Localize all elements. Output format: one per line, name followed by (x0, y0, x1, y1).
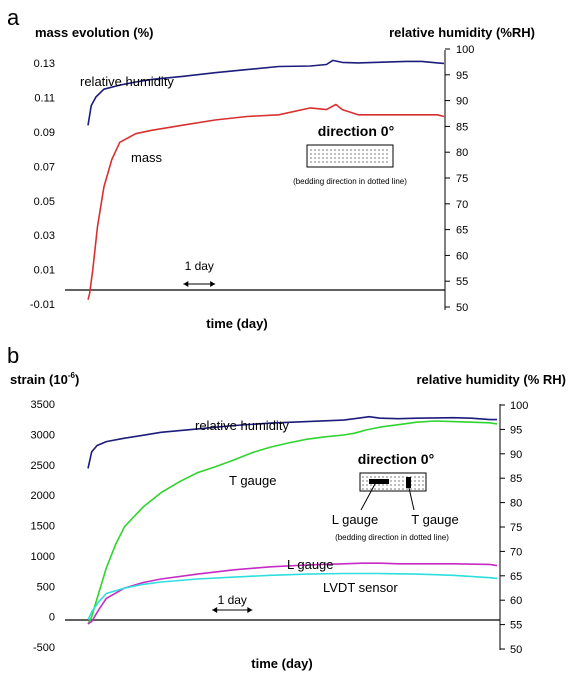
y-tick-label-right-a: 70 (456, 199, 468, 211)
y-tick-label-right-a: 65 (456, 225, 468, 237)
series-label-lvdt-sensor-b: LVDT sensor (323, 580, 398, 595)
scale-bar-arrow-left-b (212, 607, 218, 613)
inset-title-a: direction 0° (318, 123, 394, 139)
y-tick-label-right-b: 75 (510, 522, 522, 534)
x-axis-label-a: time (day) (206, 316, 267, 331)
inset-caption-b: (bedding direction in dotted line) (335, 533, 449, 542)
y-tick-label-right-b: 65 (510, 571, 522, 583)
y-tick-label-left-b: 1000 (31, 551, 55, 563)
y-axis-label-left-b-close: ) (75, 372, 79, 387)
y-tick-label-left-b: 3000 (31, 429, 55, 441)
t-gauge-mark-b (406, 477, 411, 488)
y-axis-left-a: 0.13 0.11 0.09 0.07 0.05 0.03 0.01 -0.01 (30, 58, 55, 311)
series-line-l-gauge-b (87, 562, 498, 625)
series-label-t-gauge-b: T gauge (229, 473, 276, 488)
series-line-lvdt-sensor-b (87, 572, 498, 621)
y-axis-label-left-b: strain (10-6) (10, 371, 79, 387)
series-label-relative-humidity-b: relative humidity (195, 418, 289, 433)
y-tick-label-right-a: 100 (456, 44, 474, 56)
specimen-diagram-b (359, 472, 427, 511)
scale-bar-a: 1 day (183, 259, 216, 287)
y-tick-label-right-b: 55 (510, 620, 522, 632)
inset-t-gauge-label-b: T gauge (411, 512, 458, 527)
l-gauge-mark-b (369, 479, 389, 484)
y-tick-label-left-b: 1500 (31, 521, 55, 533)
panel-label-a: a (7, 5, 20, 30)
y-tick-label-left-a: -0.01 (30, 299, 55, 311)
y-tick-label-right-a: 95 (456, 70, 468, 82)
y-tick-label-right-a: 60 (456, 250, 468, 262)
y-tick-label-right-a: 90 (456, 96, 468, 108)
y-tick-label-right-b: 85 (510, 473, 522, 485)
y-tick-label-right-a: 55 (456, 276, 468, 288)
y-tick-label-left-b: -500 (33, 642, 55, 654)
scale-bar-label-a: 1 day (185, 259, 214, 273)
panel-a: a mass evolution (%) relative humidity (… (7, 5, 535, 331)
scale-bar-arrow-left-a (183, 281, 189, 287)
y-tick-label-left-b: 3500 (31, 399, 55, 411)
panel-label-b: b (7, 343, 19, 368)
series-group-b (87, 415, 498, 625)
inset-b: direction 0° L gauge T gauge (bedding di… (332, 451, 459, 542)
inset-title-b: direction 0° (358, 451, 434, 467)
y-tick-label-left-b: 0 (49, 612, 55, 624)
scale-bar-b: 1 day (212, 593, 253, 613)
inset-l-gauge-label-b: L gauge (332, 512, 379, 527)
scale-bar-arrow-right-a (210, 281, 216, 287)
y-tick-label-right-b: 95 (510, 424, 522, 436)
scale-bar-label-b: 1 day (218, 593, 247, 607)
y-tick-label-right-b: 50 (510, 644, 522, 656)
y-axis-label-left-a: mass evolution (%) (35, 25, 153, 40)
y-axis-label-left-b-exponent: -6 (68, 371, 76, 380)
y-tick-label-left-a: 0.07 (34, 161, 55, 173)
series-label-l-gauge-b: L gauge (287, 557, 334, 572)
series-label-mass-a: mass (131, 150, 163, 165)
y-tick-label-right-a: 80 (456, 147, 468, 159)
y-tick-label-left-b: 2500 (31, 460, 55, 472)
y-axis-right-a: 100 95 90 85 80 75 70 65 60 55 50 (445, 44, 474, 314)
y-tick-label-right-a: 85 (456, 121, 468, 133)
y-tick-label-right-b: 100 (510, 400, 528, 412)
y-tick-label-right-b: 80 (510, 498, 522, 510)
inset-a: direction 0° (bedding direction in dotte… (293, 123, 407, 186)
inset-caption-a: (bedding direction in dotted line) (293, 177, 407, 186)
y-axis-label-right-b: relative humidity (% RH) (416, 372, 566, 387)
series-group-a (87, 59, 445, 300)
y-tick-label-right-b: 90 (510, 449, 522, 461)
series-line-relative-humidity-a (87, 59, 445, 126)
series-line-relative-humidity-b (87, 415, 497, 469)
panel-b: b strain (10-6) relative humidity (% RH)… (7, 343, 566, 671)
x-axis-label-b: time (day) (251, 656, 312, 671)
y-tick-label-left-a: 0.09 (34, 127, 55, 139)
y-tick-label-left-a: 0.03 (34, 230, 55, 242)
y-tick-label-right-a: 75 (456, 173, 468, 185)
y-tick-label-left-a: 0.11 (34, 93, 55, 105)
specimen-diagram-a (306, 144, 394, 168)
series-line-t-gauge-b (87, 420, 498, 625)
series-line-mass-a (87, 103, 445, 300)
y-tick-label-left-b: 500 (37, 581, 55, 593)
y-tick-label-right-a: 50 (456, 302, 468, 314)
y-axis-label-right-a: relative humidity (%RH) (389, 25, 535, 40)
y-axis-left-b: 3500 3000 2500 2000 1500 1000 500 0 -500 (31, 399, 55, 654)
y-tick-label-left-b: 2000 (31, 490, 55, 502)
y-axis-label-left-b-base: strain (10 (10, 372, 68, 387)
y-tick-label-left-a: 0.13 (34, 58, 55, 70)
y-tick-label-left-a: 0.05 (34, 196, 55, 208)
y-axis-right-b: 100 95 90 85 80 75 70 65 60 55 50 (500, 400, 528, 656)
scale-bar-arrow-right-b (247, 607, 253, 613)
series-label-relative-humidity-a: relative humidity (80, 74, 174, 89)
y-tick-label-right-b: 70 (510, 546, 522, 558)
y-tick-label-left-a: 0.01 (34, 265, 55, 277)
y-tick-label-right-b: 60 (510, 595, 522, 607)
